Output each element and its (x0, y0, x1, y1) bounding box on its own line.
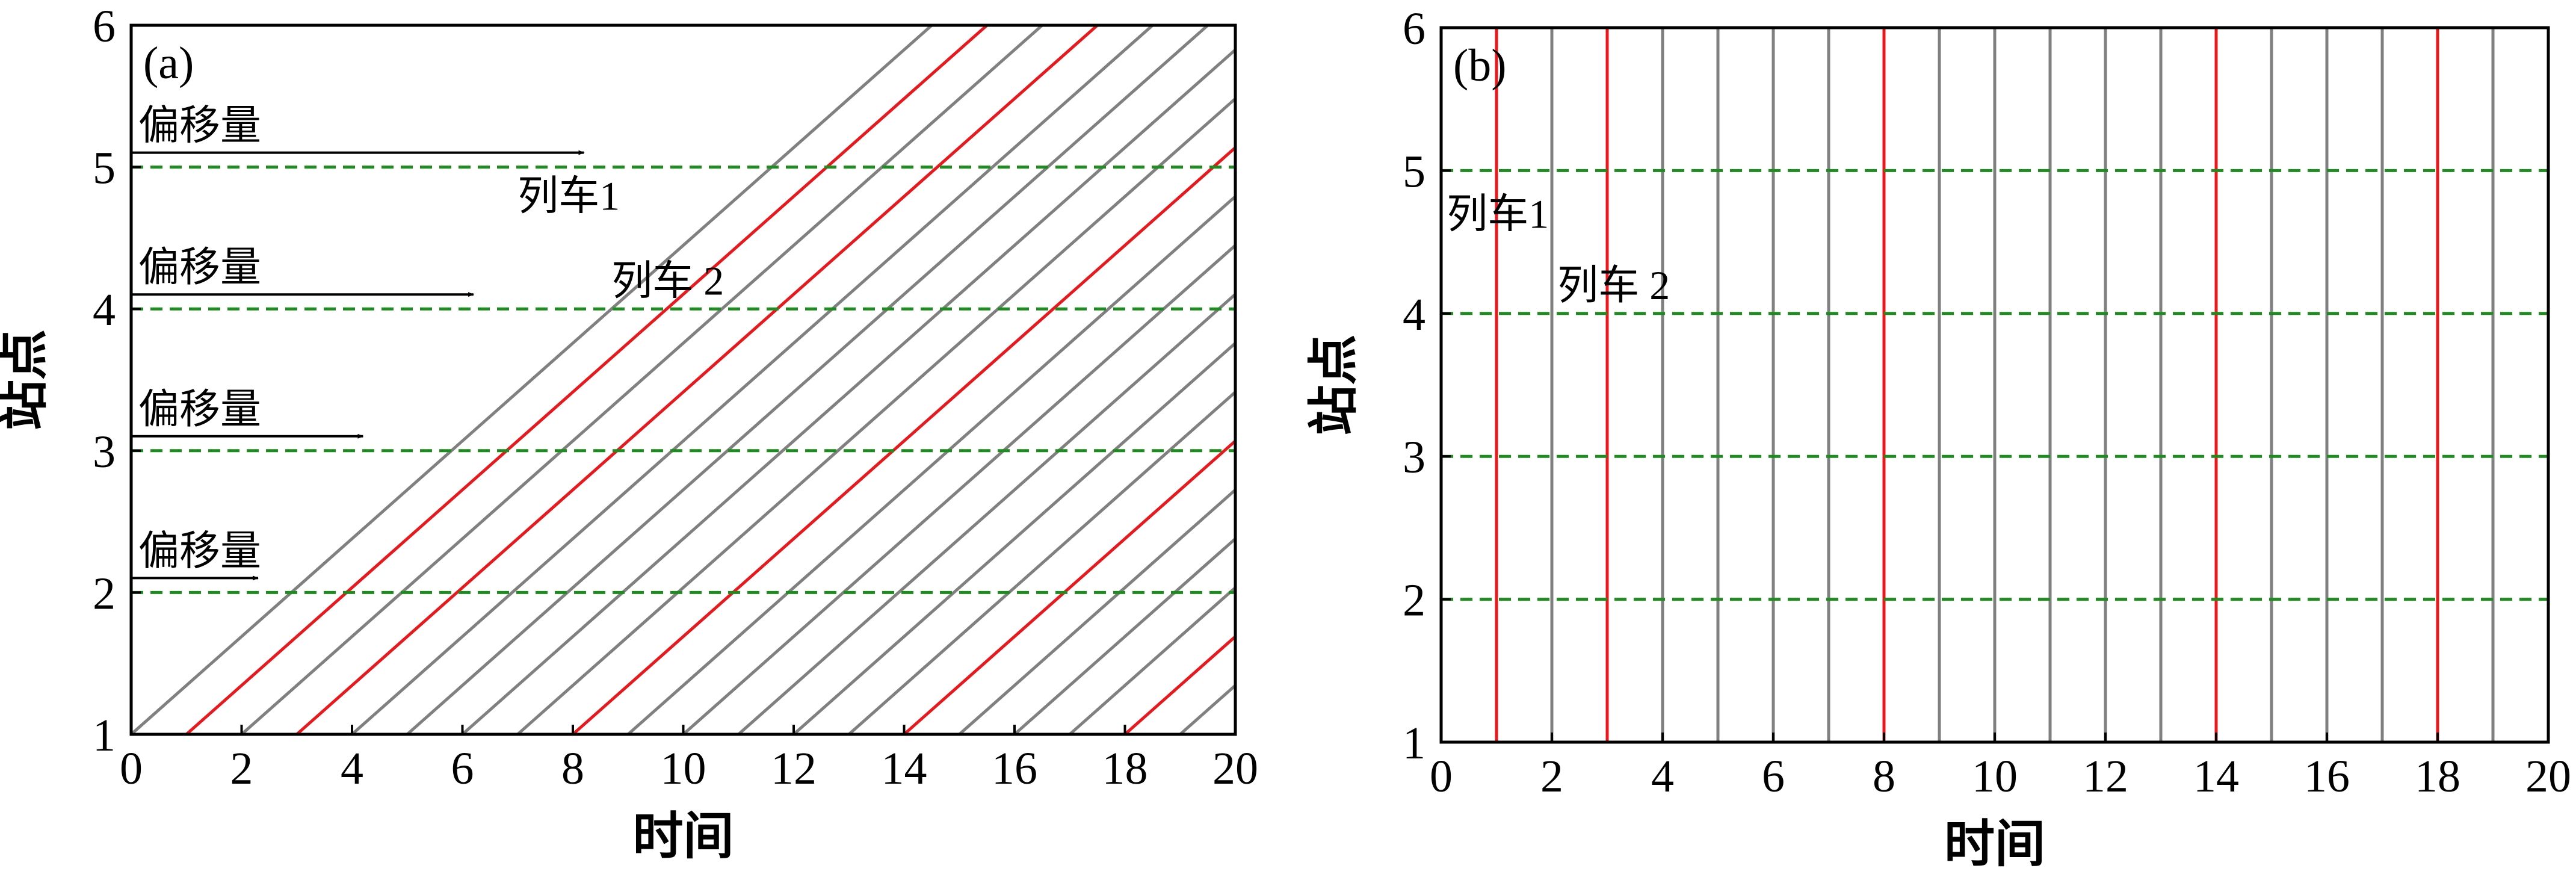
plot-area (1441, 28, 2548, 742)
red-trajectory (572, 145, 1235, 734)
y-tick-label: 4 (1403, 290, 1425, 340)
gray-trajectory (351, 25, 1154, 734)
x-tick-label: 0 (1430, 751, 1453, 802)
panel-label: (b) (1453, 40, 1507, 91)
x-tick-label: 2 (230, 743, 253, 794)
x-tick-label: 0 (120, 743, 143, 794)
x-tick-label: 18 (1102, 743, 1148, 794)
y-tick-label: 6 (1403, 4, 1425, 54)
x-tick-label: 20 (2525, 751, 2571, 802)
x-tick-label: 14 (882, 743, 927, 794)
gray-trajectory (131, 25, 933, 734)
x-tick-label: 6 (1762, 751, 1785, 802)
gray-trajectory (406, 25, 1209, 734)
plot-area (131, 25, 1235, 734)
gray-trajectory (848, 390, 1235, 734)
gray-trajectory (682, 243, 1235, 734)
offset-label: 偏移量 (138, 386, 261, 432)
gray-trajectory (737, 292, 1235, 734)
gray-trajectory (1179, 683, 1235, 734)
offset-label: 偏移量 (138, 244, 261, 290)
y-tick-label: 3 (93, 427, 116, 477)
y-tick-label: 6 (93, 1, 116, 52)
y-tick-label: 3 (1403, 432, 1425, 483)
y-axis-title: 站点 (1306, 334, 1362, 435)
x-tick-label: 20 (1212, 743, 1258, 794)
x-tick-label: 12 (2083, 751, 2128, 802)
x-tick-label: 12 (771, 743, 817, 794)
red-trajectory (1123, 634, 1235, 734)
x-tick-label: 16 (2304, 751, 2350, 802)
train-label: 列车 2 (611, 258, 724, 304)
x-tick-label: 16 (992, 743, 1037, 794)
gray-trajectory (240, 25, 1043, 734)
panel-label: (a) (143, 38, 194, 88)
gray-trajectory (1013, 536, 1235, 734)
x-axis-title: 时间 (1944, 817, 2045, 873)
gray-trajectory (792, 341, 1235, 734)
red-trajectory (185, 25, 988, 734)
gray-trajectory (516, 96, 1235, 734)
x-tick-label: 10 (661, 743, 706, 794)
y-tick-label: 2 (1403, 575, 1425, 626)
y-tick-label: 5 (93, 143, 116, 194)
gray-trajectory (958, 488, 1235, 734)
panel-a: 0 2 4 6 8 10 12 14 16 18 20123456时间站点(a)偏移量偏移量偏移量偏… (0, 1, 1258, 865)
gray-trajectory (461, 48, 1235, 734)
x-tick-label: 8 (1873, 751, 1895, 802)
y-tick-label: 1 (1403, 718, 1425, 769)
y-tick-label: 4 (93, 285, 116, 335)
x-tick-label: 6 (451, 743, 474, 794)
train-label: 列车1 (517, 173, 620, 218)
red-trajectory (295, 25, 1099, 734)
y-tick-label: 1 (93, 710, 116, 761)
x-tick-label: 4 (341, 743, 363, 794)
x-tick-label: 8 (561, 743, 584, 794)
gray-trajectory (627, 194, 1235, 734)
x-tick-label: 18 (2415, 751, 2460, 802)
offset-label: 偏移量 (138, 528, 261, 574)
x-tick-label: 14 (2193, 751, 2239, 802)
x-tick-label: 10 (1972, 751, 2018, 802)
gray-trajectory (1069, 585, 1235, 734)
x-tick-label: 4 (1651, 751, 1674, 802)
x-axis-title: 时间 (632, 809, 734, 865)
train-label: 列车 2 (1557, 262, 1670, 308)
axes-frame (129, 23, 1237, 736)
y-axis-title: 站点 (0, 329, 52, 430)
offset-label: 偏移量 (138, 103, 261, 149)
train-label: 列车1 (1447, 191, 1549, 237)
x-tick-label: 2 (1540, 751, 1563, 802)
y-tick-label: 2 (93, 568, 116, 619)
y-tick-label: 5 (1403, 146, 1425, 197)
red-trajectory (903, 439, 1235, 734)
